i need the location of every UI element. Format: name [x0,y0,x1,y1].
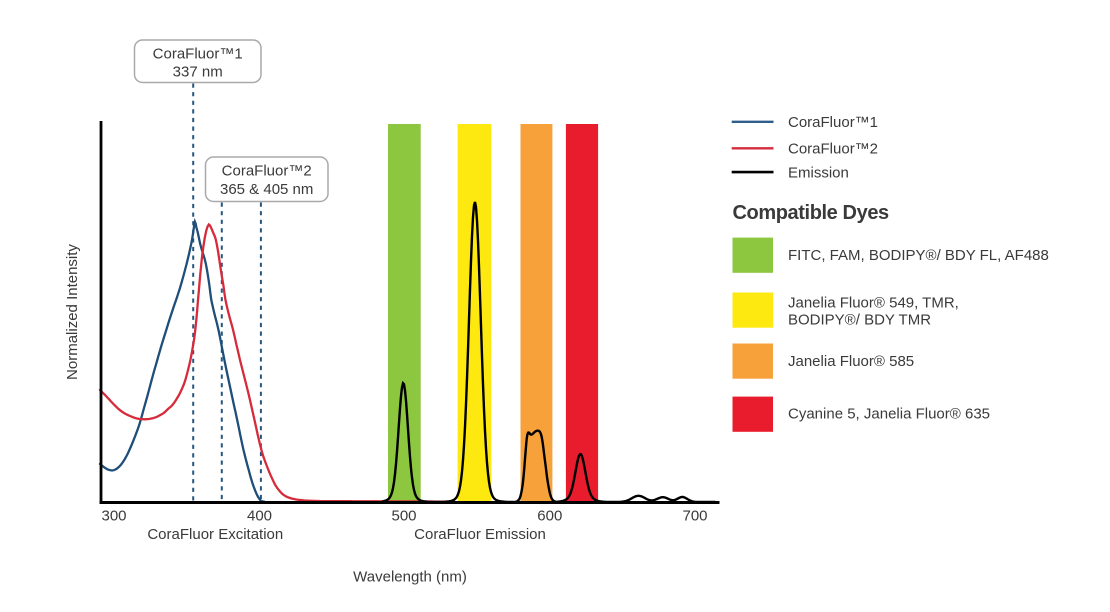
svg-text:400: 400 [247,508,272,525]
svg-text:Normalized Intensity: Normalized Intensity [64,244,81,380]
svg-text:Janelia Fluor® 549, TMR,: Janelia Fluor® 549, TMR, [788,295,959,312]
svg-text:600: 600 [537,508,562,525]
svg-text:CoraFluor Excitation: CoraFluor Excitation [147,526,283,543]
svg-text:Janelia Fluor® 585: Janelia Fluor® 585 [788,353,914,370]
svg-text:365 & 405 nm: 365 & 405 nm [220,181,313,198]
svg-text:500: 500 [391,508,416,525]
svg-text:700: 700 [682,508,707,525]
svg-text:CoraFluor™1: CoraFluor™1 [153,46,243,63]
svg-text:Cyanine 5, Janelia Fluor® 635: Cyanine 5, Janelia Fluor® 635 [788,406,990,423]
svg-text:Compatible Dyes: Compatible Dyes [733,202,890,224]
svg-text:Emission: Emission [788,164,849,181]
svg-text:CoraFluor™2: CoraFluor™2 [222,163,312,180]
svg-text:BODIPY®/ BDY TMR: BODIPY®/ BDY TMR [788,312,931,329]
svg-text:FITC, FAM, BODIPY®/ BDY FL, AF: FITC, FAM, BODIPY®/ BDY FL, AF488 [788,247,1049,264]
svg-text:CoraFluor™2: CoraFluor™2 [788,141,878,158]
svg-text:CoraFluor Emission: CoraFluor Emission [414,526,546,543]
svg-text:300: 300 [101,508,126,525]
svg-text:CoraFluor™1: CoraFluor™1 [788,114,878,131]
svg-text:Wavelength (nm): Wavelength (nm) [353,569,467,586]
svg-text:337 nm: 337 nm [173,64,223,81]
